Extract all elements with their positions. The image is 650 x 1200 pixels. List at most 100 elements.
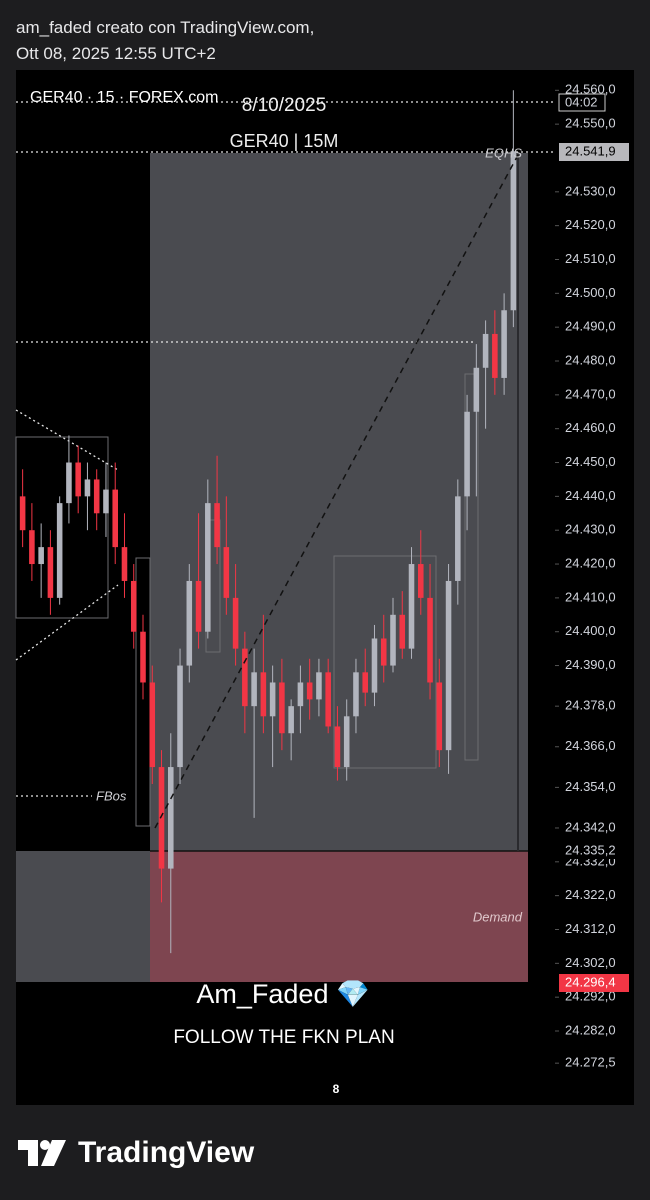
y-axis: 24.560,0 24.550,0 24.530,0 24.520,0 24.510,0… xyxy=(555,82,616,1070)
y-tick-label: 24.520,0 xyxy=(565,217,616,232)
logo-mark xyxy=(40,1140,50,1150)
candles xyxy=(19,90,517,954)
y-tick-label: 24.354,0 xyxy=(565,779,616,794)
y-tick-label: 24.500,0 xyxy=(565,285,616,300)
candle-body xyxy=(306,682,313,700)
candle-body xyxy=(260,672,267,717)
candle-body xyxy=(380,638,387,666)
logo: TradingView xyxy=(18,1136,255,1169)
y-tick-label: 24.430,0 xyxy=(565,522,616,537)
outline-box xyxy=(15,436,109,619)
candle-body xyxy=(455,496,461,581)
candle-body xyxy=(149,682,156,768)
price-box xyxy=(559,842,629,859)
candle-body xyxy=(223,547,230,598)
demand-zone xyxy=(150,851,528,982)
motto-label: FOLLOW THE FKN PLAN xyxy=(173,1027,394,1048)
candle-body xyxy=(482,333,489,368)
y-tick-label: 24.550,0 xyxy=(565,116,616,131)
header-line: Ott 08, 2025 12:55 UTC+2 xyxy=(16,44,216,63)
wedge-line xyxy=(15,584,119,661)
candle-body xyxy=(251,672,257,707)
y-tick-label: 24.322,0 xyxy=(565,887,616,902)
price-box xyxy=(559,974,629,992)
price-label: 24.335,2 xyxy=(565,842,616,857)
symbol-label: GER40 | 15M xyxy=(230,131,339,151)
candle-body xyxy=(195,580,202,632)
y-tick-label: 24.378,0 xyxy=(565,698,616,713)
y-tick-label: 24.440,0 xyxy=(565,488,616,503)
y-tick-label: 24.342,0 xyxy=(565,819,616,834)
candle-body xyxy=(297,682,304,707)
y-tick-label: 24.490,0 xyxy=(565,319,616,334)
y-tick-label: 24.470,0 xyxy=(565,386,616,401)
zone-left xyxy=(16,851,150,982)
candle-body xyxy=(158,767,165,869)
y-tick-label: 24.366,0 xyxy=(565,738,616,753)
y-tick-label: 24.460,0 xyxy=(565,420,616,435)
demand-label: Demand xyxy=(473,909,523,924)
y-tick-label: 24.312,0 xyxy=(565,921,616,936)
candle-body xyxy=(177,665,183,768)
candle-body xyxy=(47,547,54,598)
y-tick-label: 24.480,0 xyxy=(565,352,616,367)
candle-body xyxy=(29,530,35,565)
candle-body xyxy=(84,479,91,497)
candle-body xyxy=(19,496,26,531)
y-tick-label: 24.420,0 xyxy=(565,555,616,570)
brand: TradingView xyxy=(78,1136,255,1169)
price-box xyxy=(559,143,629,161)
candle-body xyxy=(214,503,220,548)
x-tick-label: 8 xyxy=(333,1082,340,1096)
candle-body xyxy=(464,411,470,497)
candle-body xyxy=(56,503,63,598)
candle-body xyxy=(501,310,507,378)
candle-body xyxy=(362,672,368,693)
candle-body xyxy=(93,479,100,514)
candle-body xyxy=(112,489,118,548)
candle-body xyxy=(75,462,81,497)
y-tick-label: 24.390,0 xyxy=(565,657,616,672)
candle-body xyxy=(492,333,498,378)
candle-body xyxy=(205,503,211,632)
y-tick-label: 24.530,0 xyxy=(565,183,616,198)
candle-body xyxy=(353,672,359,717)
candle-body xyxy=(399,614,406,649)
candle-body xyxy=(186,580,193,666)
fbos-label: FBos xyxy=(96,788,127,803)
time-box xyxy=(558,93,606,112)
candle-body xyxy=(445,580,452,751)
y-tick-label: 24.400,0 xyxy=(565,623,616,638)
candle-body xyxy=(130,580,137,632)
logo-mark xyxy=(41,1140,66,1166)
y-tick-label: 24.560,0 xyxy=(565,82,616,97)
candle-body xyxy=(436,682,443,751)
candle-body xyxy=(168,767,174,869)
eqhs-label: EQHS xyxy=(485,145,522,160)
candle-body xyxy=(103,489,109,514)
candle-body xyxy=(242,648,248,707)
y-tick-label: 24.410,0 xyxy=(565,589,616,604)
price-label: 24.541,9 xyxy=(565,143,616,158)
candle-body xyxy=(418,564,424,598)
candle-body xyxy=(316,672,322,700)
candle-body xyxy=(371,638,378,693)
y-tick-label: 24.302,0 xyxy=(565,955,616,970)
outline-box xyxy=(464,373,479,761)
candle-body xyxy=(232,597,239,649)
candle-body xyxy=(38,547,44,565)
candle-body xyxy=(140,631,146,683)
time-label: 04:02 xyxy=(565,94,598,109)
y-tick-label: 24.450,0 xyxy=(565,454,616,469)
candle-body xyxy=(510,151,517,311)
chart-title: GER40 · 15 · FOREX.com xyxy=(30,89,219,106)
price-label: 24.296,4 xyxy=(565,974,616,989)
header-line: am_faded creato con TradingView.com, xyxy=(16,18,315,37)
candle-body xyxy=(473,367,480,412)
candle-body xyxy=(269,682,276,717)
candle-body xyxy=(279,682,285,734)
y-tick-label: 24.272,5 xyxy=(565,1055,616,1070)
candle-body xyxy=(427,597,433,683)
